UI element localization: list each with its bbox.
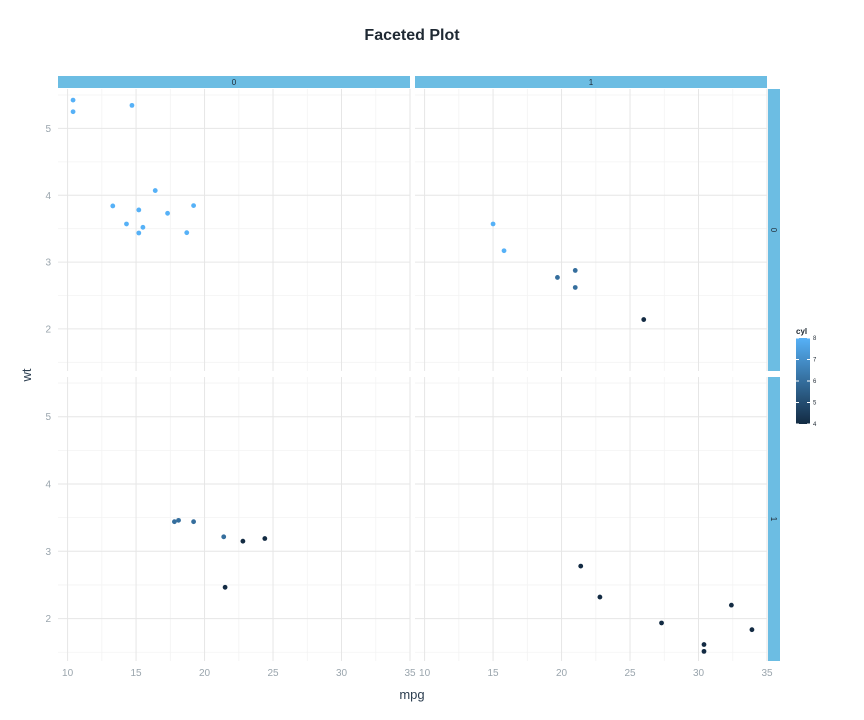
data-point [165,210,170,216]
y-axis-title: wt [19,368,34,382]
facet-strip-row-label: 1 [769,517,778,522]
data-point [140,224,146,230]
data-point [728,602,734,608]
data-point [490,221,496,227]
facet-strip-col-label: 0 [232,78,237,87]
x-tick-label: 20 [199,668,211,679]
data-point [184,230,190,236]
data-point [659,620,664,626]
y-tick-label: 3 [45,547,51,558]
facet-strip-row-1 [768,377,780,661]
facet-strip-col-label: 1 [589,78,594,87]
legend-colorbar [796,338,810,424]
data-point [221,534,227,540]
y-tick-label: 4 [45,191,51,202]
data-point [578,563,584,569]
x-tick-label: 20 [556,668,568,679]
x-axis-title: mpg [399,687,424,702]
data-point [110,203,116,209]
facet-strip-col-0 [58,76,410,88]
legend-tick-label: 4 [813,422,817,428]
x-tick-label: 30 [693,668,705,679]
y-tick-label: 2 [45,614,51,625]
data-point [70,109,76,115]
data-point [172,519,177,525]
data-point [136,230,142,236]
data-point [176,517,181,523]
legend-tick-label: 6 [813,379,817,385]
y-tick-label: 2 [45,324,51,335]
data-point [129,102,135,108]
facet-strip-row-label: 0 [769,228,778,233]
data-point [152,188,158,193]
y-tick-label: 3 [45,258,51,269]
x-tick-label: 10 [419,668,431,679]
legend-title: cyl [796,327,807,336]
facet-strip-col-1 [415,76,767,88]
x-tick-label: 15 [131,668,143,679]
data-point [597,594,603,600]
data-point [641,317,647,322]
data-point [572,285,578,290]
data-point [701,648,707,654]
x-tick-label: 10 [62,668,74,679]
y-tick-label: 4 [45,480,51,491]
y-tick-label: 5 [45,124,51,135]
facet-strip-row-0 [768,89,780,371]
data-point [191,203,196,209]
legend-tick-label: 8 [813,336,817,342]
x-tick-label: 35 [404,668,416,679]
data-point [191,519,196,525]
x-tick-label: 25 [624,668,636,679]
data-point [136,207,142,213]
x-tick-label: 15 [488,668,500,679]
data-point [222,584,228,590]
data-point [124,221,129,227]
data-point [501,248,507,254]
data-point [749,627,755,633]
data-point [701,642,707,647]
legend-tick-label: 7 [813,358,817,364]
chart-title: Faceted Plot [364,27,460,44]
y-tick-label: 5 [45,412,51,423]
facet-panel-0-0: 2 3 4 5 [45,89,411,371]
data-point [262,536,268,541]
data-point [70,97,76,103]
legend: cyl 4 5 6 7 8 [796,327,817,428]
facet-panel-1-1: 10 15 20 25 30 35 [415,377,773,679]
legend-tick-label: 5 [813,401,817,407]
data-point [572,268,578,273]
facet-panel-0-1: 2 3 4 5 10 15 20 25 30 35 [45,377,416,679]
x-tick-label: 30 [336,668,348,679]
data-point [240,538,246,544]
x-tick-label: 35 [761,668,773,679]
data-point [555,275,560,280]
facet-panel-1-0 [415,89,768,371]
x-tick-label: 25 [267,668,279,679]
